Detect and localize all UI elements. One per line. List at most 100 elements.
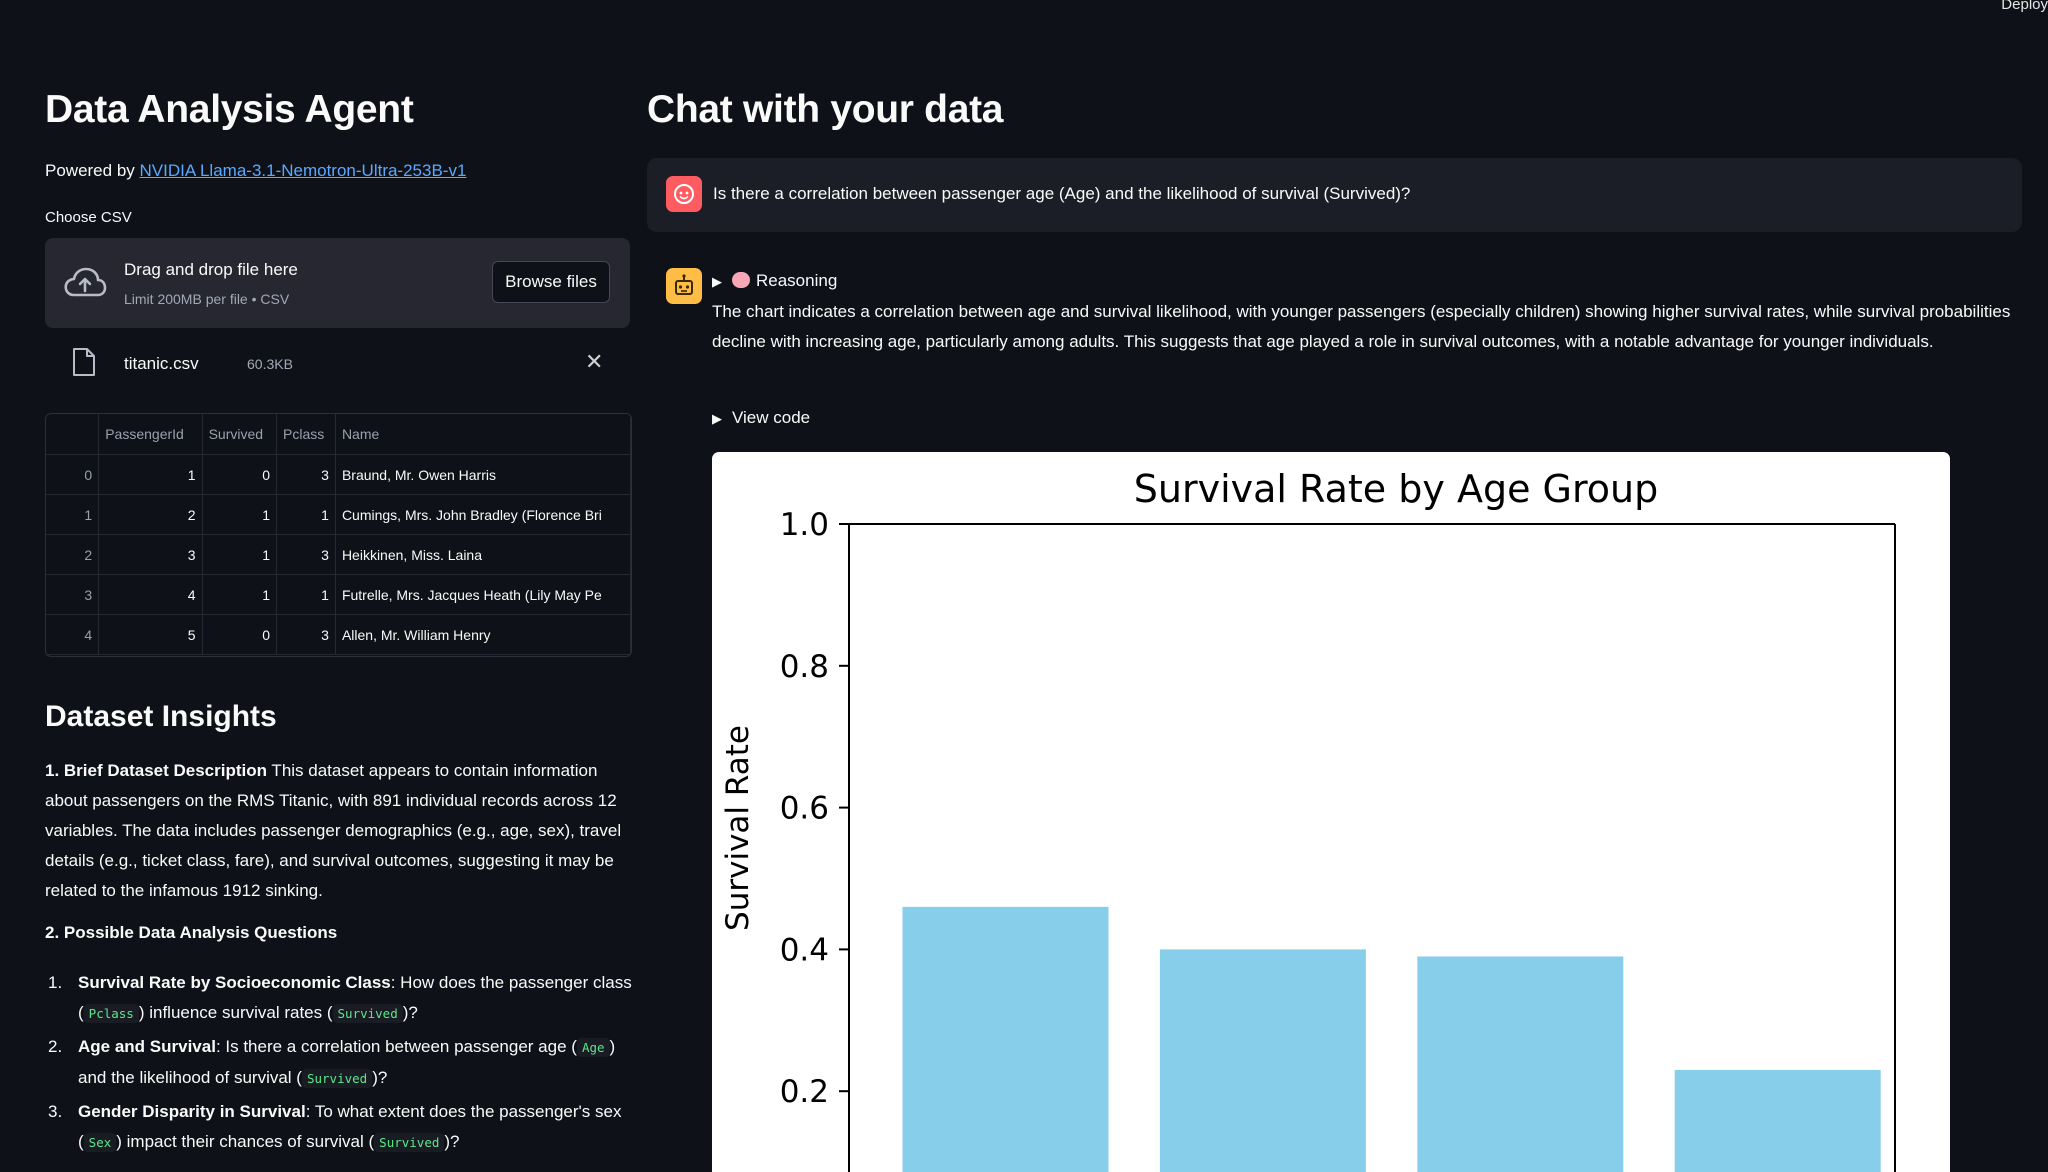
chart-y-axis-label: Survival Rate: [720, 725, 756, 931]
table-cell[interactable]: 5: [98, 614, 203, 655]
chart-bar: [902, 906, 1109, 1172]
table-cell[interactable]: Heikkinen, Miss. Laina: [335, 534, 631, 575]
chat-title: Chat with your data: [647, 88, 1004, 131]
view-code-expander[interactable]: ▶ View code: [712, 408, 810, 428]
assistant-avatar-icon: [666, 268, 702, 304]
list-item: 3. Gender Disparity in Survival: To what …: [45, 1097, 635, 1158]
list-item: 2. Age and Survival: Is there a correlati…: [45, 1032, 635, 1094]
y-tick-label: 0.8: [780, 649, 829, 685]
view-code-label: View code: [732, 408, 811, 427]
questions-list: 1. Survival Rate by Socioeconomic Class: …: [45, 968, 635, 1161]
drag-drop-text: Drag and drop file here: [124, 260, 298, 279]
column-header-passengerid[interactable]: PassengerId: [98, 414, 203, 455]
file-limit-text: Limit 200MB per file • CSV: [124, 291, 290, 307]
table-row: 0 1 0 3 Braund, Mr. Owen Harris: [46, 454, 631, 495]
table-cell[interactable]: 1: [202, 574, 278, 615]
y-axis-ticks: 0.2 0.4 0.6 0.8 1.0: [780, 507, 849, 1110]
inline-code: Survived: [374, 1133, 445, 1152]
question-text: ) influence survival rates (: [138, 1003, 333, 1022]
inline-code: Survived: [301, 1069, 373, 1088]
description-text: This dataset appears to contain informat…: [45, 761, 622, 900]
user-message: Is there a correlation between passenger…: [647, 158, 2022, 232]
table-cell[interactable]: 1: [98, 454, 203, 495]
remove-file-close-icon[interactable]: ✕: [585, 349, 604, 374]
question-text: : Is there a correlation between passeng…: [215, 1037, 577, 1056]
inline-code: Sex: [83, 1133, 117, 1152]
uploaded-file-row: titanic.csv 60.3KB ✕: [45, 345, 630, 385]
dataframe-preview[interactable]: PassengerId Survived Pclass Name 0 1 0 3…: [45, 413, 632, 657]
user-message-text: Is there a correlation between passenger…: [713, 184, 1411, 203]
sidebar: Data Analysis Agent Powered by NVIDIA Ll…: [45, 0, 632, 1152]
table-cell[interactable]: 0: [202, 614, 278, 655]
table-cell[interactable]: 0: [202, 454, 278, 495]
row-index: 0: [46, 454, 100, 495]
table-cell[interactable]: 3: [276, 454, 336, 495]
table-cell[interactable]: Allen, Mr. William Henry: [335, 614, 631, 655]
list-number: 1.: [48, 973, 63, 992]
table-cell[interactable]: 3: [276, 614, 336, 655]
brain-icon: [732, 272, 750, 288]
file-size: 60.3KB: [247, 356, 293, 372]
data-table: PassengerId Survived Pclass Name 0 1 0 3…: [46, 414, 631, 655]
question-text: : How does the passenger class (: [78, 973, 632, 1022]
question-title: Gender Disparity in Survival: [78, 1102, 306, 1121]
table-cell[interactable]: Cumings, Mrs. John Bradley (Florence Bri: [335, 494, 631, 535]
sidebar-title: Data Analysis Agent: [45, 88, 414, 131]
inline-code: Pclass: [83, 1004, 139, 1023]
table-cell[interactable]: 1: [276, 574, 336, 615]
inline-code: Age: [576, 1038, 610, 1057]
dataset-description: 1. Brief Dataset Description This datase…: [45, 756, 625, 906]
y-tick-label: 0.6: [780, 791, 829, 827]
row-index: 1: [46, 494, 100, 535]
question-text: ) and the likelihood of survival (: [78, 1037, 616, 1087]
question-text: : To what extent does the passenger's se…: [78, 1102, 622, 1151]
reasoning-expander[interactable]: ▶ Reasoning: [712, 271, 837, 291]
user-avatar-icon: [666, 176, 702, 212]
table-row: 4 5 0 3 Allen, Mr. William Henry: [46, 614, 631, 655]
table-cell[interactable]: 4: [98, 574, 203, 615]
model-link[interactable]: NVIDIA Llama-3.1-Nemotron-Ultra-253B-v1: [139, 161, 467, 180]
table-row: 3 4 1 1 Futrelle, Mrs. Jacques Heath (Li…: [46, 574, 631, 615]
table-cell[interactable]: 1: [202, 534, 278, 575]
question-text: )?: [444, 1132, 460, 1151]
table-cell[interactable]: 1: [202, 494, 278, 535]
list-item: 1. Survival Rate by Socioeconomic Class: …: [45, 968, 635, 1029]
column-header-pclass[interactable]: Pclass: [276, 414, 336, 455]
list-number: 3.: [48, 1102, 63, 1121]
table-cell[interactable]: 3: [98, 534, 203, 575]
column-header-survived[interactable]: Survived: [202, 414, 278, 455]
choose-csv-label: Choose CSV: [45, 209, 132, 226]
question-text: )?: [372, 1068, 388, 1087]
list-number: 2.: [48, 1037, 63, 1056]
chat-panel: Chat with your data Is there a correlati…: [647, 0, 2027, 1172]
chart-bar: [1417, 956, 1624, 1172]
y-tick-label: 1.0: [780, 507, 829, 543]
question-title: Survival Rate by Socioeconomic Class: [78, 973, 391, 992]
deploy-button[interactable]: Deploy: [2001, 0, 2048, 13]
question-text: ) impact their chances of survival (: [116, 1132, 375, 1151]
expand-triangle-icon: ▶: [712, 274, 722, 289]
table-cell[interactable]: Futrelle, Mrs. Jacques Heath (Lily May P…: [335, 574, 631, 615]
question-text: )?: [402, 1003, 418, 1022]
column-header-name[interactable]: Name: [335, 414, 631, 455]
table-cell[interactable]: Braund, Mr. Owen Harris: [335, 454, 631, 495]
reasoning-label: Reasoning: [756, 271, 838, 290]
insights-title: Dataset Insights: [45, 700, 277, 733]
file-icon: [73, 348, 95, 376]
file-name: titanic.csv: [124, 354, 199, 373]
table-row: 2 3 1 3 Heikkinen, Miss. Laina: [46, 534, 631, 575]
column-header-index[interactable]: [46, 414, 100, 455]
table-cell[interactable]: 1: [276, 494, 336, 535]
browse-files-button[interactable]: Browse files: [492, 261, 610, 303]
row-index: 4: [46, 614, 100, 655]
table-cell[interactable]: 3: [276, 534, 336, 575]
table-cell[interactable]: 2: [98, 494, 203, 535]
table-row: 1 2 1 1 Cumings, Mrs. John Bradley (Flor…: [46, 494, 631, 535]
file-uploader-dropzone[interactable]: Drag and drop file here Limit 200MB per …: [45, 238, 630, 328]
question-title: Age and Survival: [78, 1037, 216, 1056]
chart-bars: [902, 906, 1881, 1172]
chart-title: Survival Rate by Age Group: [1134, 467, 1658, 511]
questions-heading: 2. Possible Data Analysis Questions: [45, 923, 338, 942]
row-index: 2: [46, 534, 100, 575]
chart-bar: [1159, 949, 1366, 1172]
